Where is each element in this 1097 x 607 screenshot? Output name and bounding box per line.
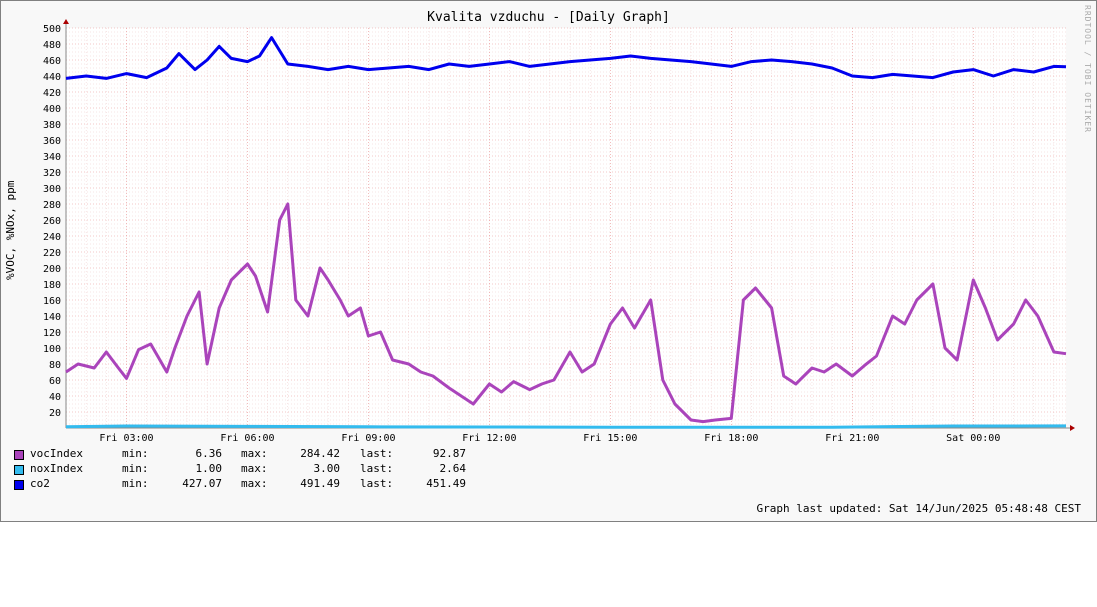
y-tick-label: 160 [43, 296, 61, 307]
legend-min: 6.36 [164, 447, 222, 460]
y-tick-label: 480 [43, 40, 61, 51]
legend-max: 491.49 [284, 477, 340, 490]
legend-last: 451.49 [408, 477, 466, 490]
series-line-noxIndex [66, 426, 1066, 427]
legend-name: vocIndex [30, 447, 83, 460]
y-tick-label: 380 [43, 120, 61, 131]
y-axis-arrow [63, 19, 69, 24]
y-tick-label: 40 [49, 392, 61, 403]
x-axis-arrow [1070, 425, 1075, 431]
last-updated: Graph last updated: Sat 14/Jun/2025 05:4… [756, 502, 1081, 515]
y-tick-label: 100 [43, 344, 61, 355]
x-tick-label: Fri 06:00 [220, 433, 274, 444]
legend-row-nox: noxIndex min: 1.00 max: 3.00 last: 2.64 [14, 462, 41, 477]
y-tick-label: 200 [43, 264, 61, 275]
x-tick-label: Fri 12:00 [462, 433, 516, 444]
y-tick-label: 140 [43, 312, 61, 323]
y-tick-label: 340 [43, 152, 61, 163]
y-tick-label: 60 [49, 376, 61, 387]
legend-name: noxIndex [30, 462, 83, 475]
legend-name: co2 [30, 477, 50, 490]
y-tick-label: 20 [49, 408, 61, 419]
voc-swatch [14, 450, 24, 460]
y-tick-label: 420 [43, 88, 61, 99]
y-tick-label: 400 [43, 104, 61, 115]
y-tick-label: 300 [43, 184, 61, 195]
legend-last: 2.64 [408, 462, 466, 475]
co2-swatch [14, 480, 24, 490]
x-tick-label: Fri 15:00 [583, 433, 637, 444]
x-tick-label: Sat 00:00 [946, 433, 1000, 444]
y-tick-label: 320 [43, 168, 61, 179]
x-tick-label: Fri 09:00 [341, 433, 395, 444]
y-tick-label: 260 [43, 216, 61, 227]
legend: vocIndex min: 6.36 max: 284.42 last: 92.… [14, 447, 41, 492]
x-tick-label: Fri 18:00 [704, 433, 758, 444]
y-tick-label: 440 [43, 72, 61, 83]
legend-min: 427.07 [164, 477, 222, 490]
y-tick-label: 240 [43, 232, 61, 243]
x-tick-label: Fri 03:00 [99, 433, 153, 444]
y-tick-label: 360 [43, 136, 61, 147]
chart-plot: 20 40 60 80 100 120 140 160 180 200 220 240 260 280 30… [0, 0, 1097, 522]
legend-last: 92.87 [408, 447, 466, 460]
legend-max: 284.42 [284, 447, 340, 460]
y-tick-label: 80 [49, 360, 61, 371]
legend-row-voc: vocIndex min: 6.36 max: 284.42 last: 92.… [14, 447, 41, 462]
y-tick-label: 120 [43, 328, 61, 339]
y-tick-label: 180 [43, 280, 61, 291]
legend-min: 1.00 [164, 462, 222, 475]
y-tick-label: 280 [43, 200, 61, 211]
y-tick-label: 220 [43, 248, 61, 259]
y-tick-label: 460 [43, 56, 61, 67]
y-tick-label: 500 [43, 24, 61, 35]
nox-swatch [14, 465, 24, 475]
x-tick-label: Fri 21:00 [825, 433, 879, 444]
legend-max: 3.00 [284, 462, 340, 475]
legend-row-co2: co2 min: 427.07 max: 491.49 last: 451.49 [14, 477, 41, 492]
